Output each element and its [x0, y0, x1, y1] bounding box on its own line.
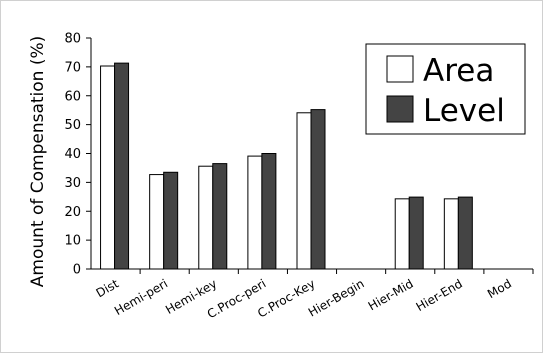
- bar-area: [443, 198, 459, 270]
- bar-area: [100, 65, 116, 270]
- y-tick-label: 10: [64, 234, 81, 249]
- bar-area: [149, 174, 165, 270]
- bars: [100, 62, 473, 270]
- x-tick-label: Mod: [485, 276, 514, 301]
- y-axis: 0 10 20 30 40 50 60 70 80: [64, 32, 92, 278]
- bar-area: [296, 112, 312, 270]
- x-tick-label: Dist: [94, 276, 122, 300]
- x-tick-label: Hier-End: [414, 276, 465, 314]
- bar-level: [261, 153, 277, 270]
- bar-level: [408, 196, 424, 270]
- y-tick-label: 60: [64, 89, 81, 104]
- bar-level: [457, 196, 473, 270]
- legend-swatch: [386, 95, 414, 123]
- y-tick-label: 30: [64, 176, 81, 191]
- bar-level: [114, 62, 130, 270]
- x-tick-label: Hier-Mid: [366, 276, 416, 313]
- y-tick-label: 40: [64, 147, 81, 162]
- y-tick-label: 70: [64, 60, 81, 75]
- x-axis: DistHemi-periHemi-keyC.Proc-periC.Proc-K…: [91, 268, 534, 321]
- bar-area: [247, 155, 263, 270]
- legend: Area Level: [365, 43, 526, 135]
- x-tick-label: Hemi-peri: [112, 276, 170, 318]
- bar-level: [212, 163, 228, 270]
- y-tick-label: 0: [73, 263, 81, 278]
- legend-swatch: [386, 55, 414, 83]
- y-tick-label: 80: [64, 32, 81, 47]
- bar-area: [198, 165, 214, 270]
- bar-level: [163, 171, 179, 270]
- legend-label: Area: [423, 53, 494, 89]
- legend-label: Level: [423, 93, 505, 129]
- y-axis-label: Amount of Compensation (%): [28, 36, 48, 288]
- y-tick-label: 50: [64, 118, 81, 133]
- y-tick-label: 20: [64, 205, 81, 220]
- x-tick-label: Hier-Begin: [306, 276, 367, 319]
- bar-area: [394, 198, 410, 270]
- bar-level: [310, 109, 326, 270]
